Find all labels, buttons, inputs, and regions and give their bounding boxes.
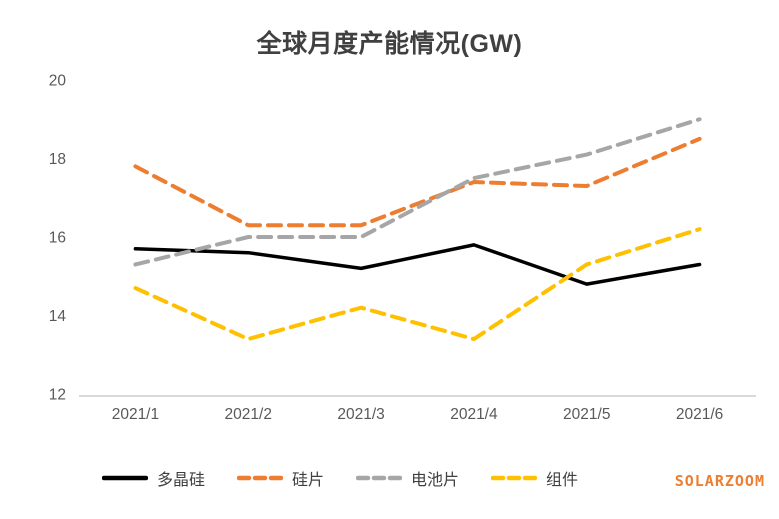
legend-swatch-0: [101, 475, 148, 481]
y-axis-tick-label: 20: [49, 73, 67, 90]
legend-item-0: 多晶硅: [101, 466, 205, 490]
legend-item-2: 电池片: [356, 466, 459, 490]
legend-swatch-3: [491, 475, 538, 481]
series-line-1: [133, 136, 702, 228]
series-line-0: [133, 243, 702, 286]
legend-label-1: 硅片: [291, 472, 324, 489]
legend-item-3: 组件: [491, 466, 578, 490]
legend-swatch-2: [356, 475, 402, 481]
x-axis-tick-label: 2021/1: [112, 406, 159, 423]
legend: 多晶硅 硅片 电池片 组件: [0, 466, 680, 490]
y-axis-tick-label: 16: [49, 230, 66, 247]
legend-label-3: 组件: [546, 472, 579, 489]
legend-item-1: 硅片: [236, 466, 324, 490]
chart-title: 全球月度产能情况(GW): [256, 30, 523, 58]
legend-label-0: 多晶硅: [156, 472, 205, 489]
y-axis-tick-label: 18: [49, 151, 66, 168]
x-axis-tick-label: 2021/6: [676, 406, 723, 423]
x-axis-tick-label: 2021/3: [337, 406, 384, 423]
x-axis-tick-label: 2021/2: [225, 406, 272, 423]
y-axis-tick-label: 12: [49, 387, 66, 404]
x-axis-tick-label: 2021/4: [450, 406, 498, 423]
series-line-2: [133, 117, 702, 267]
solarzoom-watermark: SOLARZOOM: [674, 472, 765, 490]
legend-label-2: 电池片: [411, 472, 460, 489]
series-line-3: [133, 227, 702, 342]
x-axis-tick-label: 2021/5: [563, 406, 610, 423]
y-axis-tick-label: 14: [49, 308, 67, 325]
legend-swatch-1: [236, 475, 283, 481]
